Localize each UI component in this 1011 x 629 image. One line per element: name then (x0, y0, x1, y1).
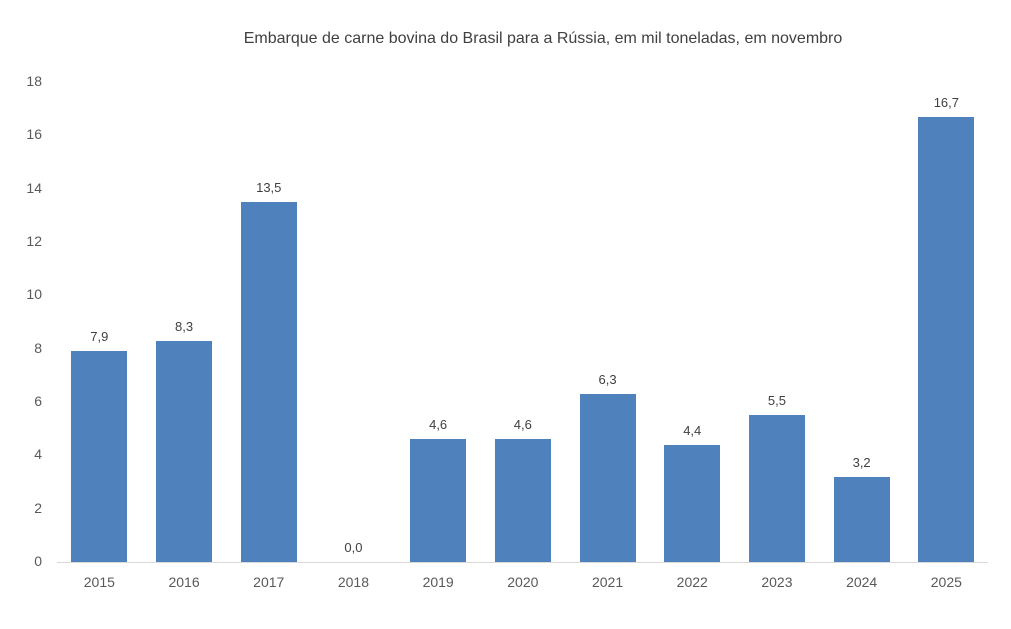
x-tick-label: 2025 (930, 574, 962, 590)
bar-2019 (410, 439, 467, 562)
bar-2023 (748, 415, 805, 562)
chart-title: Embarque de carne bovina do Brasil para … (243, 30, 843, 47)
y-tick-label: 8 (34, 339, 42, 356)
data-label: 13,5 (256, 180, 282, 195)
y-tick-label: 16 (26, 126, 42, 143)
y-tick-label: 2 (34, 499, 42, 516)
data-label: 4,4 (683, 422, 702, 438)
bar-2021 (579, 394, 636, 562)
x-tick-label: 2017 (253, 574, 285, 590)
data-label: 5,5 (767, 393, 786, 409)
data-label: 3,2 (852, 454, 871, 470)
x-tick-label: 2021 (591, 574, 624, 590)
y-tick-label: 10 (26, 286, 42, 303)
x-tick-label: 2018 (337, 574, 370, 590)
x-tick-label: 2022 (676, 574, 708, 590)
data-label: 6,3 (598, 372, 617, 387)
x-axis-line (57, 562, 988, 563)
bar-2017 (240, 202, 297, 562)
x-tick-label: 2015 (83, 574, 115, 590)
bar-2016 (156, 340, 213, 562)
x-tick-label: 2019 (422, 574, 454, 590)
y-tick-label: 12 (26, 233, 42, 249)
bar-2020 (494, 439, 551, 562)
y-tick-label: 4 (34, 446, 42, 463)
x-tick-label: 2016 (168, 574, 200, 590)
bar-2025 (918, 116, 975, 562)
bar-2024 (833, 476, 890, 562)
data-label: 8,3 (175, 318, 194, 334)
x-tick-label: 2024 (846, 574, 878, 590)
y-tick-label: 14 (26, 179, 42, 196)
data-label: 4,6 (513, 417, 532, 433)
data-label: 4,6 (429, 417, 448, 433)
bar-2022 (664, 444, 721, 562)
bar-2015 (71, 351, 128, 562)
y-tick-label: 18 (26, 73, 42, 89)
y-tick-label: 0 (34, 553, 42, 569)
data-label: 7,9 (90, 329, 109, 345)
data-label: 16,7 (933, 94, 959, 110)
x-tick-label: 2023 (761, 574, 793, 590)
x-tick-label: 2020 (507, 574, 539, 590)
y-tick-label: 6 (34, 393, 42, 409)
data-label: 0,0 (344, 540, 363, 555)
